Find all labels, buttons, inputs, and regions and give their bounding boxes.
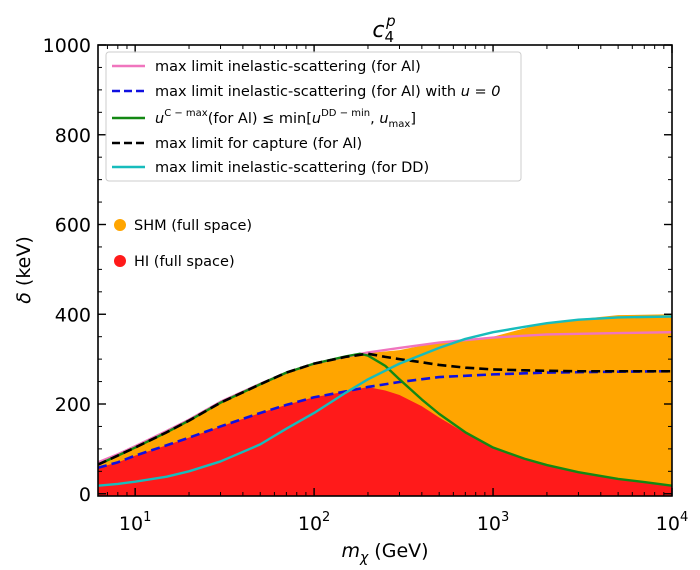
x-axis-label: mχ (GeV) [341,540,428,566]
legend-marker-shm [114,219,126,231]
y-tick-label: 200 [55,394,91,416]
chart-title: c4p [372,12,395,46]
legend-label-hi: HI (full space) [134,254,235,270]
legend-label-inelastic-al-u0: max limit inelastic-scattering (for Al) … [155,84,501,100]
y-tick-label: 0 [79,484,91,506]
region-hi [98,386,672,496]
plot-frame [97,44,673,497]
y-tick-label: 800 [55,125,91,147]
x-tick-label: 103 [477,510,509,535]
y-tick-label: 1000 [43,35,91,57]
y-axis-label: δ (keV) [13,236,35,304]
x-tick-label: 101 [119,510,151,535]
series-line-inelastic-dd [98,315,672,487]
legend-marker-hi [114,255,126,267]
legend-box [105,51,522,182]
legend-label-shm: SHM (full space) [134,218,252,234]
legend-label-inelastic-al: max limit inelastic-scattering (for Al) [155,59,421,75]
series-line-capture-al [98,352,672,466]
legend-label-c-max: uC − max(for Al) ≤ min[uDD − min, umax] [155,108,416,130]
y-tick-label: 400 [55,304,91,326]
x-tick-label: 104 [656,510,688,535]
legend-label-capture-al: max limit for capture (for Al) [155,136,362,152]
x-tick-label: 102 [298,510,330,535]
legend-label-inelastic-dd: max limit inelastic-scattering (for DD) [155,160,429,176]
series-line-inelastic-al-u0 [98,369,672,469]
plot-area [98,314,672,496]
y-tick-label: 600 [55,215,91,237]
series-line-c-max [98,352,672,487]
